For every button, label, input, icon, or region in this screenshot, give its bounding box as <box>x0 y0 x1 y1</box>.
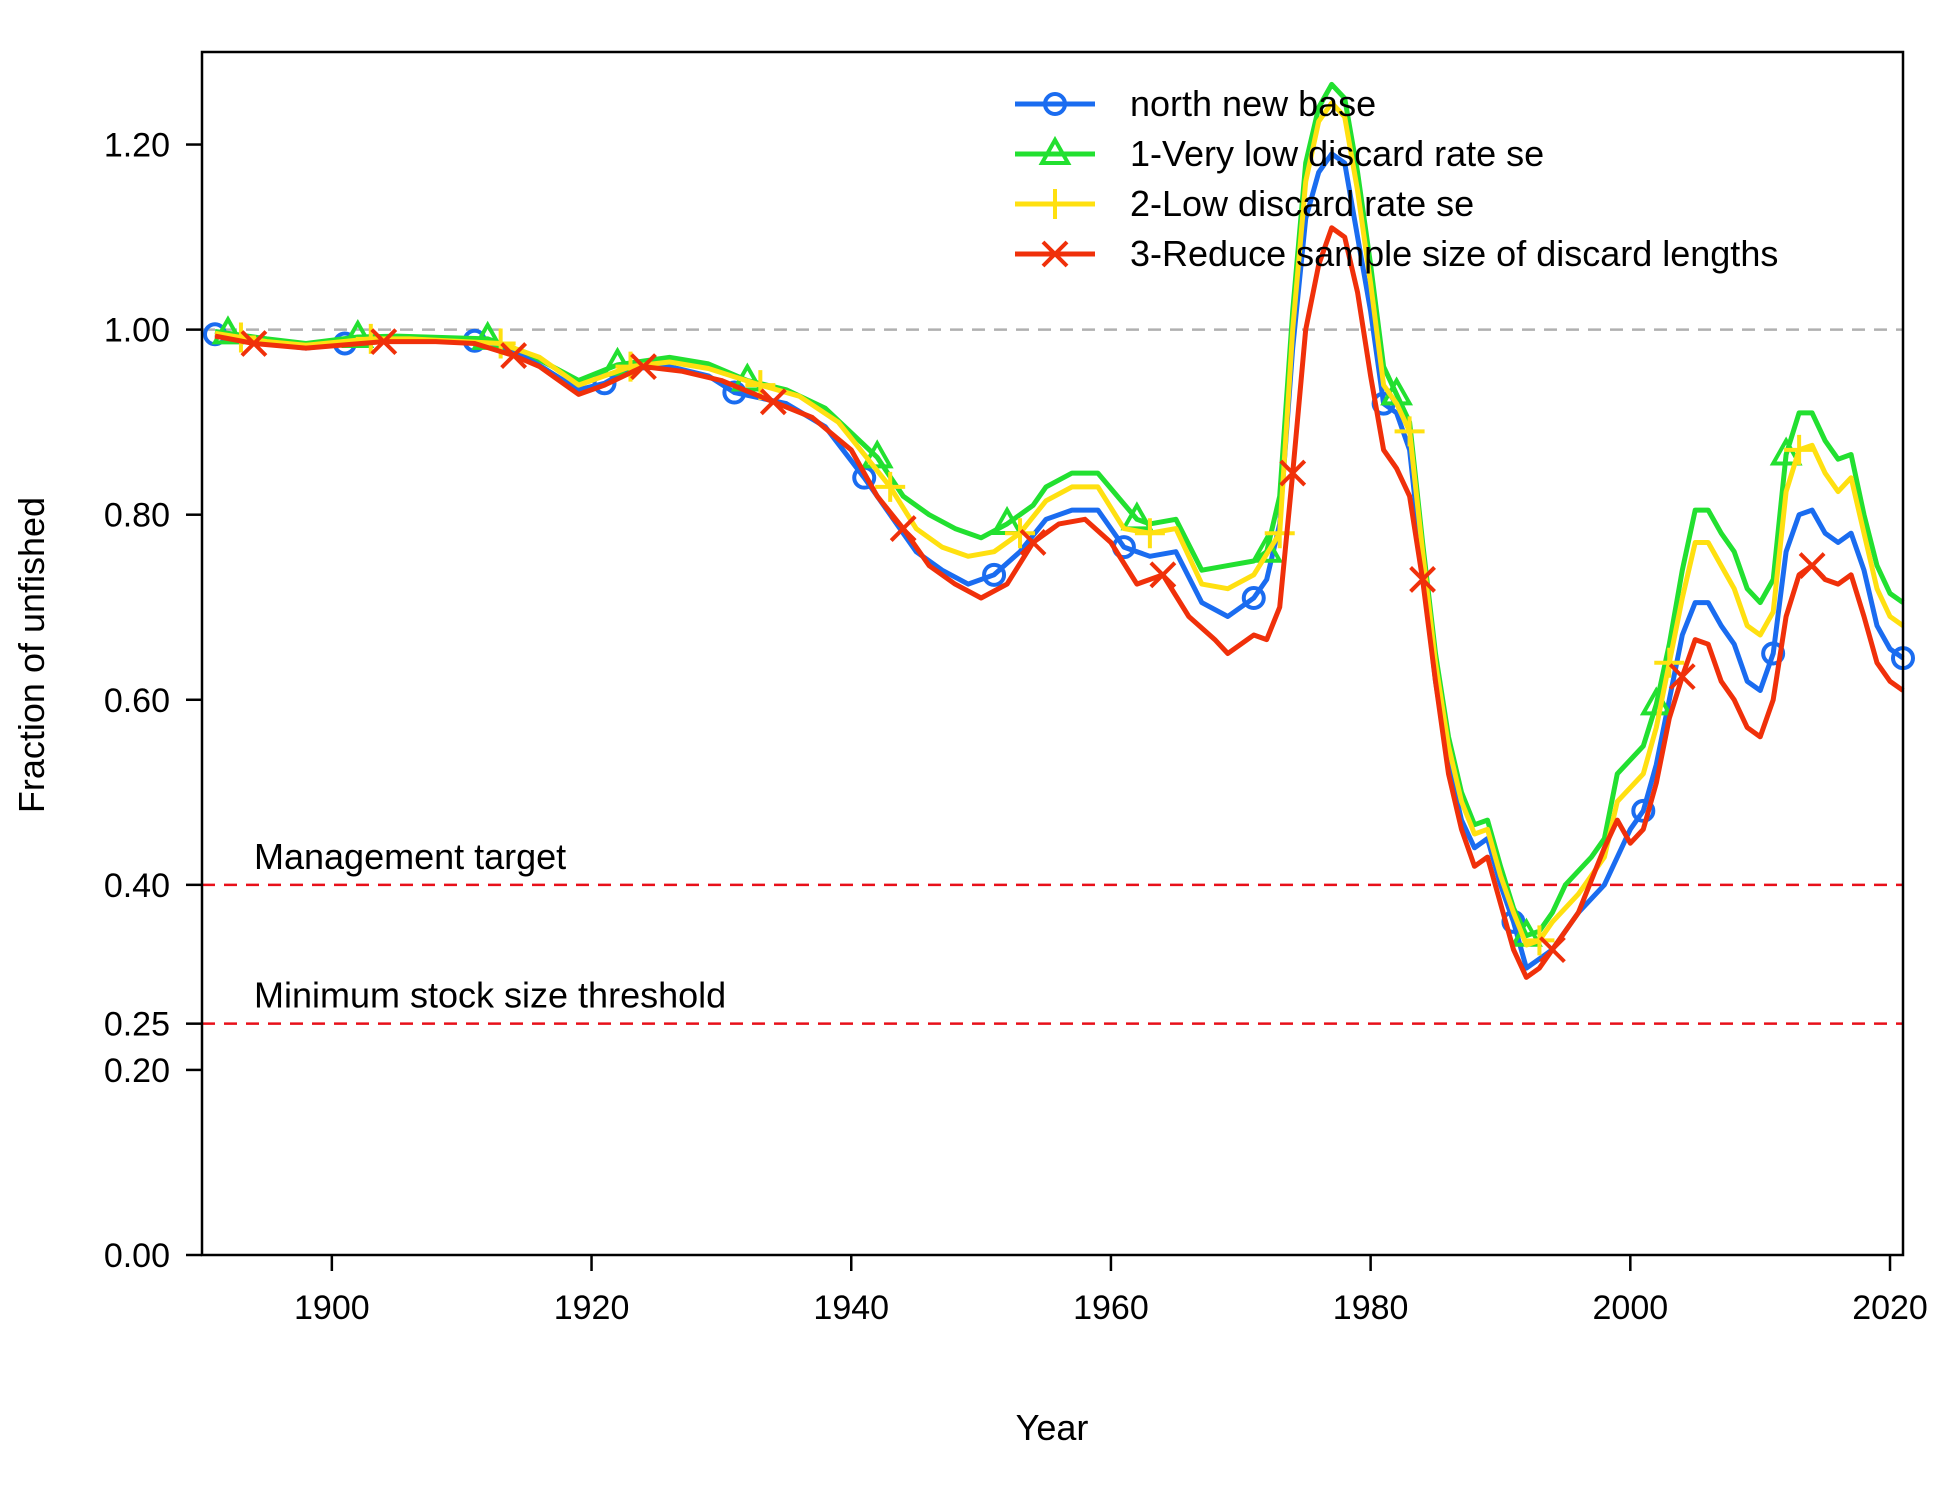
y-axis-title: Fraction of unfished <box>11 497 52 813</box>
y-tick-label: 0.00 <box>104 1237 170 1275</box>
data-point-marker <box>1250 533 1284 563</box>
y-tick-label: 1.00 <box>104 312 170 350</box>
legend-entry-label: north new base <box>1130 83 1376 124</box>
x-tick-label: 2000 <box>1593 1289 1669 1327</box>
data-point-marker <box>860 439 894 469</box>
x-tick-label: 1900 <box>294 1289 370 1327</box>
data-point-marker <box>875 471 906 502</box>
data-point-marker <box>1798 552 1826 580</box>
data-point-marker <box>1761 641 1786 666</box>
legend: north new base 1-Very low discard rate se… <box>1015 83 1778 274</box>
axes: 1900 1920 1940 1960 1980 2000 2020 0.00 0.20 0.25… <box>104 50 1928 1327</box>
data-point-marker <box>1120 501 1154 531</box>
data-point-marker <box>759 388 787 416</box>
data-point-marker <box>1264 518 1295 549</box>
data-point-marker <box>982 562 1007 587</box>
x-tick-label: 1960 <box>1073 1289 1149 1327</box>
legend-entry-label: 3-Reduce sample size of discard lengths <box>1130 233 1778 274</box>
y-tick-label: 0.60 <box>104 682 170 720</box>
x-axis-title: Year <box>1016 1407 1089 1448</box>
y-tick-label: 0.80 <box>104 497 170 535</box>
data-point-marker <box>1668 663 1696 691</box>
x-tick-label: 2020 <box>1852 1289 1928 1327</box>
y-tick-label: 0.40 <box>104 867 170 905</box>
reference-line-label: Management target <box>254 836 566 877</box>
legend-marker <box>1038 135 1072 165</box>
data-point-marker <box>630 353 657 381</box>
series-3 <box>214 225 1905 980</box>
data-point-marker <box>1149 561 1177 589</box>
plot-frame <box>200 50 1905 1257</box>
data-point-marker <box>1241 585 1266 610</box>
data-point-marker <box>1005 518 1036 549</box>
plot-area: Management target Minimum stock size thre… <box>202 81 1915 1025</box>
data-point-marker <box>240 330 268 357</box>
series-line <box>214 100 1905 948</box>
data-point-marker <box>370 328 398 356</box>
data-point-marker <box>500 342 528 369</box>
y-tick-label: 0.20 <box>104 1052 170 1090</box>
legend-marker <box>1043 92 1067 116</box>
data-point-marker <box>1409 566 1436 593</box>
data-point-marker <box>889 515 917 542</box>
legend-marker <box>1040 189 1070 219</box>
data-point-marker <box>1019 529 1047 556</box>
x-tick-label: 1940 <box>813 1289 889 1327</box>
data-point-marker <box>211 315 245 345</box>
y-tick-label: 1.20 <box>104 127 170 165</box>
reference-line-label: Minimum stock size threshold <box>254 975 726 1016</box>
data-point-marker <box>1784 434 1815 465</box>
data-point-marker <box>1394 416 1425 447</box>
series-2 <box>214 100 1905 956</box>
data-point-marker <box>1134 518 1165 549</box>
data-point-marker <box>1538 936 1566 964</box>
data-point-marker <box>1524 925 1555 956</box>
series-line <box>214 225 1905 980</box>
data-point-marker <box>1279 459 1307 487</box>
y-tick-label: 0.25 <box>104 1006 170 1044</box>
data-point-marker <box>1769 436 1803 466</box>
legend-marker <box>1041 240 1069 268</box>
data-point-marker <box>1654 647 1685 678</box>
x-tick-label: 1980 <box>1333 1289 1409 1327</box>
x-tick-label: 1920 <box>554 1289 630 1327</box>
legend-entry-label: 2-Low discard rate se <box>1130 183 1474 224</box>
legend-entry-label: 1-Very low discard rate se <box>1130 133 1544 174</box>
